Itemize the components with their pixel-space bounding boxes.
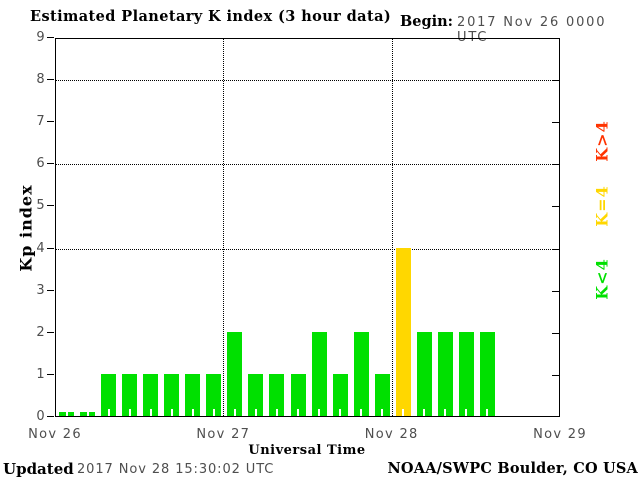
y-tick-right-3: [552, 290, 559, 292]
axis-tick-notch: [465, 409, 468, 416]
legend-item-gt4: K>4: [592, 120, 612, 162]
y-tick-left-3: [47, 289, 54, 291]
y-tick-left-8: [47, 79, 54, 81]
gridline-kp6: [56, 164, 559, 166]
y-tick-right-2: [552, 332, 559, 334]
chart-title: Estimated Planetary K index (3 hour data…: [30, 8, 392, 25]
y-tick-right-4: [552, 248, 559, 250]
kp-bar: [122, 373, 138, 416]
updated-label: Updated: [3, 460, 74, 478]
axis-tick-notch: [318, 409, 320, 416]
kp-bar: [101, 373, 117, 416]
y-tick-label: 7: [36, 114, 46, 130]
legend-item-eq4: K=4: [592, 185, 612, 227]
axis-tick-notch: [107, 409, 110, 416]
axis-tick-notch: [275, 409, 278, 416]
y-tick-left-1: [47, 373, 54, 375]
y-tick-label: 1: [36, 366, 46, 382]
kp-bar: [80, 412, 96, 416]
x-tick-label: Nov 28: [364, 427, 419, 442]
axis-tick-notch: [65, 412, 68, 416]
y-tick-right-1: [552, 374, 559, 376]
y-tick-left-0: [47, 416, 54, 417]
axis-tick-notch: [381, 409, 384, 416]
axis-tick-notch: [191, 409, 194, 416]
axis-tick-notch: [402, 409, 405, 416]
y-tick-right-7: [552, 122, 559, 124]
y-tick-left-7: [47, 121, 54, 123]
axis-tick-notch: [360, 409, 363, 416]
kp-bar: [185, 373, 201, 416]
gridline-day-nov-28: [391, 39, 393, 416]
y-tick-right-8: [552, 80, 559, 82]
gridline-kp4: [56, 248, 559, 250]
kp-bar: [227, 331, 243, 416]
kp-bar: [59, 412, 74, 416]
kp-bar: [248, 373, 264, 416]
legend-item-lt4: K<4: [592, 258, 612, 300]
gridline-kp8: [56, 80, 559, 82]
updated-value: 2017 Nov 28 15:30:02 UTC: [77, 462, 275, 477]
y-tick-label: 3: [36, 282, 46, 298]
axis-tick-notch: [423, 409, 426, 416]
gridline-day-nov-27: [223, 39, 225, 416]
y-tick-label: 8: [36, 72, 46, 88]
kp-bar: [437, 331, 453, 416]
kp-bar: [164, 373, 180, 416]
axis-tick-notch: [86, 412, 89, 416]
y-tick-left-9: [47, 37, 54, 38]
kp-bar: [311, 331, 327, 416]
axis-tick-notch: [444, 409, 447, 416]
kp-bar: [143, 373, 159, 416]
axis-tick-notch: [128, 409, 131, 416]
y-tick-label: 9: [36, 30, 46, 45]
axis-tick-notch: [149, 409, 152, 416]
y-tick-label: 2: [36, 324, 46, 340]
kp-bar: [206, 373, 222, 416]
y-tick-left-5: [47, 205, 54, 207]
begin-label: Begin:: [400, 13, 454, 30]
axis-tick-notch: [297, 409, 299, 416]
attribution: NOAA/SWPC Boulder, CO USA: [387, 460, 638, 477]
kp-bar: [374, 373, 390, 416]
kp-bar: [269, 373, 285, 416]
y-tick-label: 6: [36, 156, 46, 172]
y-tick-right-5: [552, 206, 559, 208]
x-tick-label: Nov 27: [196, 427, 251, 442]
kp-bar: [332, 373, 348, 416]
y-tick-left-6: [47, 163, 54, 165]
kp-bar: [416, 331, 432, 416]
y-tick-left-4: [47, 247, 54, 249]
axis-tick-notch: [233, 409, 236, 416]
x-tick-label: Nov 26: [28, 427, 82, 442]
axis-tick-notch: [486, 409, 489, 416]
begin-value: 2017 Nov 26 0000 UTC: [457, 15, 607, 45]
kp-bar: [290, 373, 306, 416]
y-tick-right-6: [552, 164, 559, 166]
kp-bar: [458, 331, 474, 416]
axis-tick-notch: [254, 409, 257, 416]
y-tick-label: 4: [36, 240, 46, 256]
axis-tick-notch: [339, 409, 342, 416]
kp-bar: [395, 247, 411, 416]
axis-tick-notch: [170, 409, 173, 416]
y-tick-label: 0: [36, 409, 46, 424]
plot-area: [55, 38, 560, 417]
kp-bar: [353, 331, 369, 416]
x-tick-label: Nov 29: [533, 427, 587, 442]
kp-bar: [479, 331, 495, 416]
axis-tick-notch: [212, 409, 215, 416]
x-axis-title: Universal Time: [248, 443, 366, 458]
y-tick-label: 5: [36, 198, 46, 214]
y-tick-left-2: [47, 331, 54, 333]
